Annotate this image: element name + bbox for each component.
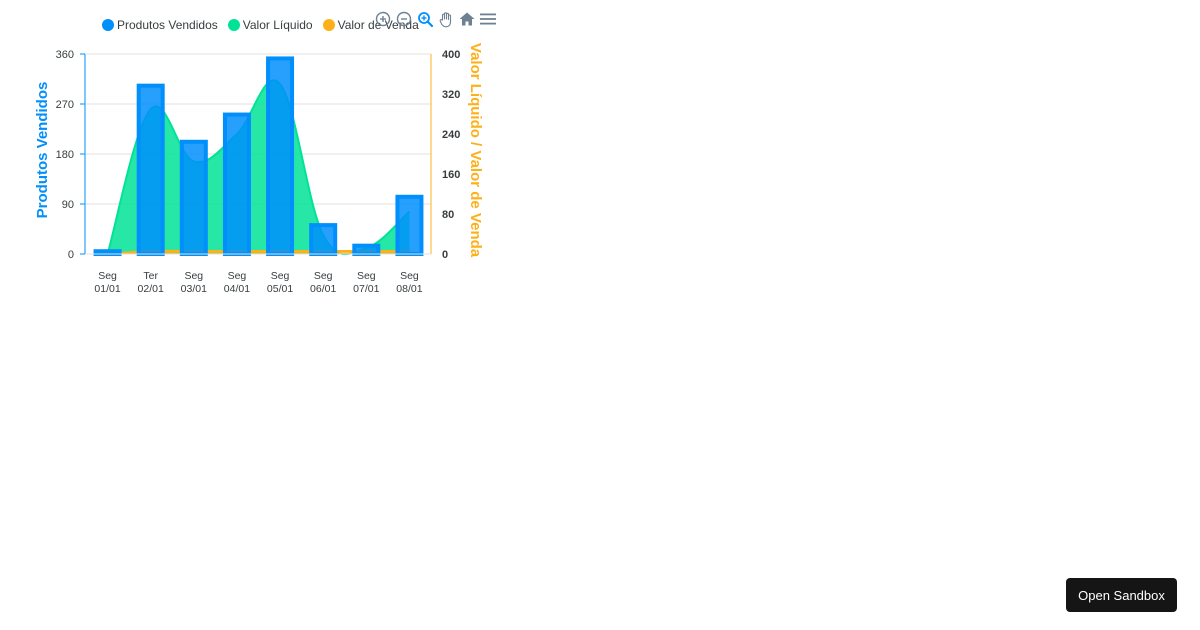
y-left-tick-label: 0: [68, 249, 74, 261]
legend-label-produtos-vendidos: Produtos Vendidos: [117, 18, 218, 32]
y-left-tick-label: 360: [56, 49, 74, 61]
y-right-tick-label: 240: [442, 129, 460, 141]
y-left-tick-label: 90: [62, 199, 74, 211]
y-axis-right-title: Valor Líquido / Valor de Venda: [467, 43, 484, 258]
y-right-tick-label: 0: [442, 249, 448, 261]
legend-marker-valor-liquido: [227, 19, 240, 31]
x-tick-label: Seg 08/01: [396, 270, 422, 295]
reset-home-icon[interactable]: [458, 10, 476, 28]
legend-marker-valor-de-venda: [322, 19, 335, 31]
y-axis-left-title: Produtos Vendidos: [34, 82, 51, 219]
x-tick-label: Seg 05/01: [267, 270, 293, 295]
legend-marker-produtos-vendidos: [102, 19, 114, 31]
x-tick-label: Seg 01/01: [94, 270, 120, 295]
y-right-tick-label: 80: [442, 209, 454, 221]
pan-hand-icon[interactable]: [437, 10, 455, 28]
open-sandbox-button[interactable]: Open Sandbox: [1066, 578, 1177, 612]
chart-legend: Produtos Vendidos Valor Líquido Valor de…: [102, 18, 429, 32]
bar: [136, 83, 165, 256]
zoom-out-icon[interactable]: [395, 10, 413, 28]
y-left-tick-label: 180: [56, 149, 74, 161]
x-tick-label: Seg 04/01: [224, 270, 250, 295]
menu-icon[interactable]: [479, 10, 497, 28]
bar: [352, 243, 381, 257]
x-tick-label: Seg 07/01: [353, 270, 379, 295]
y-right-tick-label: 160: [442, 169, 460, 181]
mixed-chart: 0 90 180 270 360 0 80 160 240 320 400 Seg 01/01 Ter 02…: [0, 0, 520, 310]
chart-canvas: 0 90 180 270 360 0 80 160 240 320 400 Seg 01/01 Ter 02…: [34, 43, 484, 295]
y-left-tick-label: 270: [56, 99, 74, 111]
y-right-tick-label: 400: [442, 49, 460, 61]
x-tick-label: Seg 06/01: [310, 270, 336, 295]
x-tick-label: Seg 03/01: [181, 270, 207, 295]
legend-item-produtos-vendidos[interactable]: Produtos Vendidos: [102, 18, 218, 32]
bar: [179, 139, 208, 256]
zoom-selection-icon[interactable]: [416, 10, 434, 28]
bar: [266, 56, 295, 256]
legend-label-valor-liquido: Valor Líquido: [242, 18, 313, 32]
chart-toolbar: [374, 10, 497, 28]
bar: [309, 223, 338, 257]
bar: [222, 112, 251, 256]
bar: [395, 194, 424, 256]
zoom-in-icon[interactable]: [374, 10, 392, 28]
y-right-tick-label: 320: [442, 89, 460, 101]
legend-item-valor-liquido[interactable]: Valor Líquido: [227, 18, 313, 32]
x-tick-label: Ter 02/01: [138, 270, 164, 295]
